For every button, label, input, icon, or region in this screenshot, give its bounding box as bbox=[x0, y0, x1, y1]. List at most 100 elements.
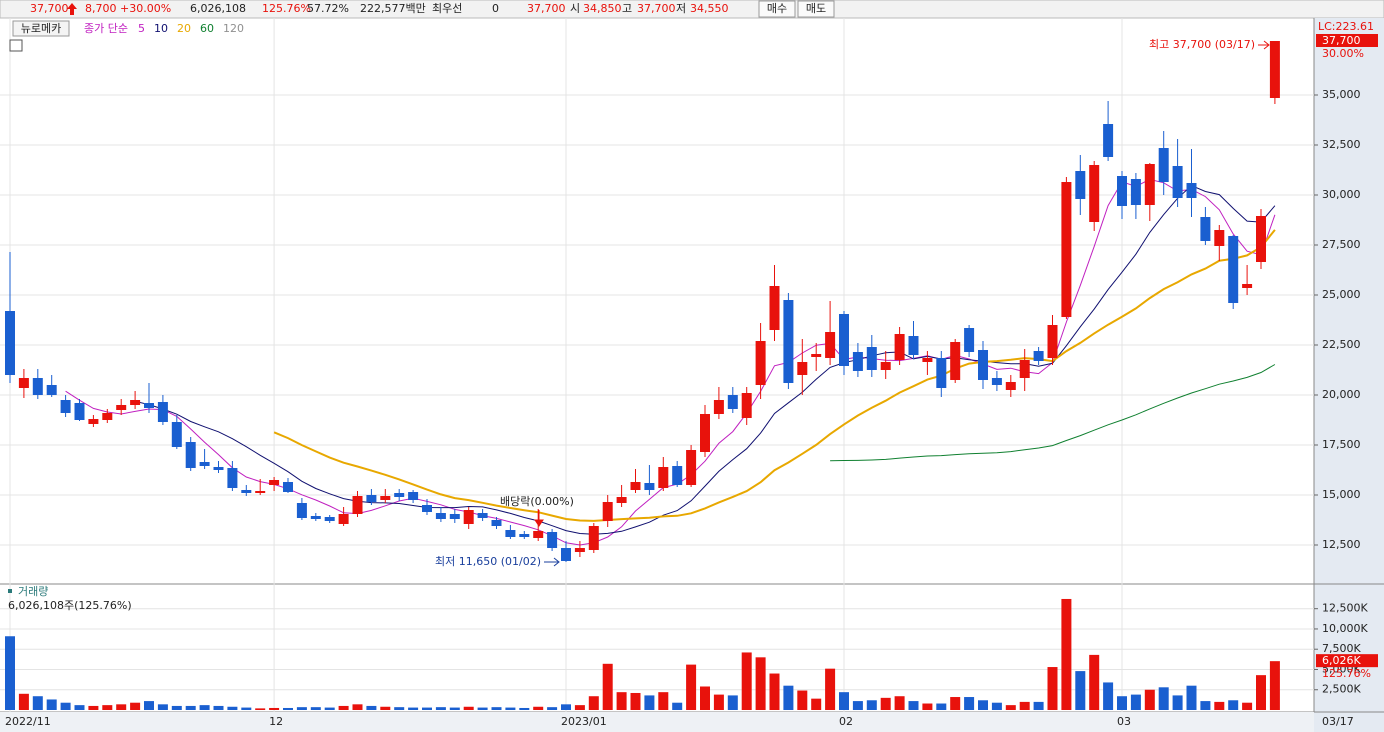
amount: 222,577백만 bbox=[360, 2, 426, 15]
volume-bar bbox=[505, 707, 516, 710]
volume-bar bbox=[88, 705, 99, 710]
volume-bar bbox=[241, 707, 252, 710]
volume-bar bbox=[1172, 695, 1183, 710]
ma-label: 종가 단순 bbox=[84, 22, 128, 35]
volume-bar bbox=[908, 701, 919, 710]
last-change-label: 30.00% bbox=[1322, 47, 1364, 60]
y-tick-label: 25,000 bbox=[1322, 288, 1361, 301]
candle-body bbox=[5, 311, 15, 375]
volume-bar bbox=[157, 704, 168, 710]
y-tick-label: 32,500 bbox=[1322, 138, 1361, 151]
candle-body bbox=[700, 414, 710, 452]
candle-body bbox=[1130, 179, 1141, 205]
volume-bar bbox=[616, 692, 627, 710]
low: 34,550 bbox=[690, 2, 729, 15]
candle-body bbox=[964, 328, 975, 352]
candle-body bbox=[825, 332, 836, 358]
x-axis-bg bbox=[0, 712, 1314, 732]
candle-body bbox=[672, 466, 683, 485]
candle-body bbox=[1117, 176, 1127, 206]
buy-label[interactable]: 매수 bbox=[767, 2, 787, 15]
ma-legend-entry: 20 bbox=[177, 22, 191, 35]
volume-ratio: 125.76% bbox=[262, 2, 311, 15]
volume-bar bbox=[296, 707, 307, 710]
volume: 6,026,108 bbox=[190, 2, 246, 15]
x-tick-label: 2022/11 bbox=[5, 715, 51, 728]
candle-body bbox=[630, 482, 641, 490]
volume-bar bbox=[839, 692, 849, 710]
candle-body bbox=[533, 531, 544, 538]
y-tick-label: 15,000 bbox=[1322, 488, 1361, 501]
x-tick-label: 12 bbox=[269, 715, 283, 728]
candle-body bbox=[978, 350, 988, 380]
candle-body bbox=[269, 480, 280, 485]
x-tick-label: 2023/01 bbox=[561, 715, 607, 728]
volume-subtitle: 6,026,108주(125.76%) bbox=[8, 599, 132, 612]
volume-title: 거래량 bbox=[18, 585, 48, 598]
sell-label[interactable]: 매도 bbox=[806, 2, 826, 15]
symbol[interactable]: 뉴로메카 bbox=[21, 22, 61, 35]
y-tick-label: 35,000 bbox=[1322, 88, 1361, 101]
candle-body bbox=[74, 403, 85, 420]
volume-bar bbox=[700, 686, 710, 710]
volume-bar bbox=[602, 663, 613, 710]
change: 8,700 bbox=[85, 2, 117, 15]
candle-body bbox=[1242, 284, 1253, 288]
volume-bar bbox=[658, 692, 669, 710]
volume-bar bbox=[713, 694, 724, 710]
candle-body bbox=[616, 497, 627, 503]
candle-body bbox=[658, 467, 669, 488]
candle-body bbox=[713, 400, 724, 414]
moving-average bbox=[273, 229, 1276, 522]
volume-bar bbox=[547, 707, 558, 710]
volume-bar bbox=[811, 698, 822, 710]
volume-bar bbox=[950, 697, 961, 710]
dividend-arrow bbox=[534, 510, 544, 527]
buy-button[interactable] bbox=[758, 0, 796, 18]
change-rate: +30.00% bbox=[120, 2, 171, 15]
volume-bar bbox=[672, 702, 683, 710]
volume-bar bbox=[130, 702, 141, 710]
candle-body bbox=[922, 358, 933, 362]
candle-body bbox=[46, 385, 57, 395]
table-icon[interactable] bbox=[9, 39, 23, 52]
moving-average bbox=[830, 364, 1276, 462]
candle-body bbox=[866, 347, 877, 370]
volume-bar bbox=[380, 706, 391, 710]
candle-body bbox=[852, 352, 863, 371]
y-tick-label: 2,500K bbox=[1322, 683, 1361, 696]
candle-body bbox=[60, 400, 71, 413]
volume-bar bbox=[1075, 671, 1086, 710]
plot: 12,500 15,000 17,500 20,000 22,500 25,000 27,5… bbox=[0, 18, 1378, 728]
candle-body bbox=[435, 513, 446, 519]
sell-button[interactable] bbox=[797, 0, 835, 18]
ma-legend-entry: 10 bbox=[154, 22, 168, 35]
ma-legend-entry: 60 bbox=[200, 22, 214, 35]
volume-bar bbox=[1144, 689, 1155, 710]
candle-body bbox=[366, 495, 377, 502]
volume-bar bbox=[463, 706, 474, 710]
volume-bar bbox=[755, 657, 766, 710]
y-tick-label: 30,000 bbox=[1322, 188, 1361, 201]
candle-body bbox=[1214, 230, 1225, 246]
candle-body bbox=[18, 378, 29, 388]
volume-bar bbox=[1186, 685, 1197, 710]
volume-bar bbox=[144, 701, 154, 710]
candle-body bbox=[310, 516, 321, 519]
volume-bar bbox=[1089, 654, 1100, 710]
ma-legend: 5 10 20 60 120 bbox=[138, 22, 244, 35]
volume-bar bbox=[185, 705, 196, 710]
ma-legend-entry: 120 bbox=[223, 22, 244, 35]
volume-marker bbox=[8, 589, 12, 593]
volume-bar bbox=[408, 707, 419, 710]
candle-body bbox=[727, 395, 738, 409]
volume-bar bbox=[561, 704, 571, 710]
symbol-button[interactable] bbox=[12, 20, 70, 37]
candle-body bbox=[463, 510, 474, 524]
candle-body bbox=[574, 548, 585, 552]
high-label: 고 bbox=[622, 2, 632, 15]
volume-bar bbox=[477, 707, 488, 710]
volume-bar bbox=[1256, 675, 1266, 710]
volume-bar bbox=[1214, 701, 1225, 710]
